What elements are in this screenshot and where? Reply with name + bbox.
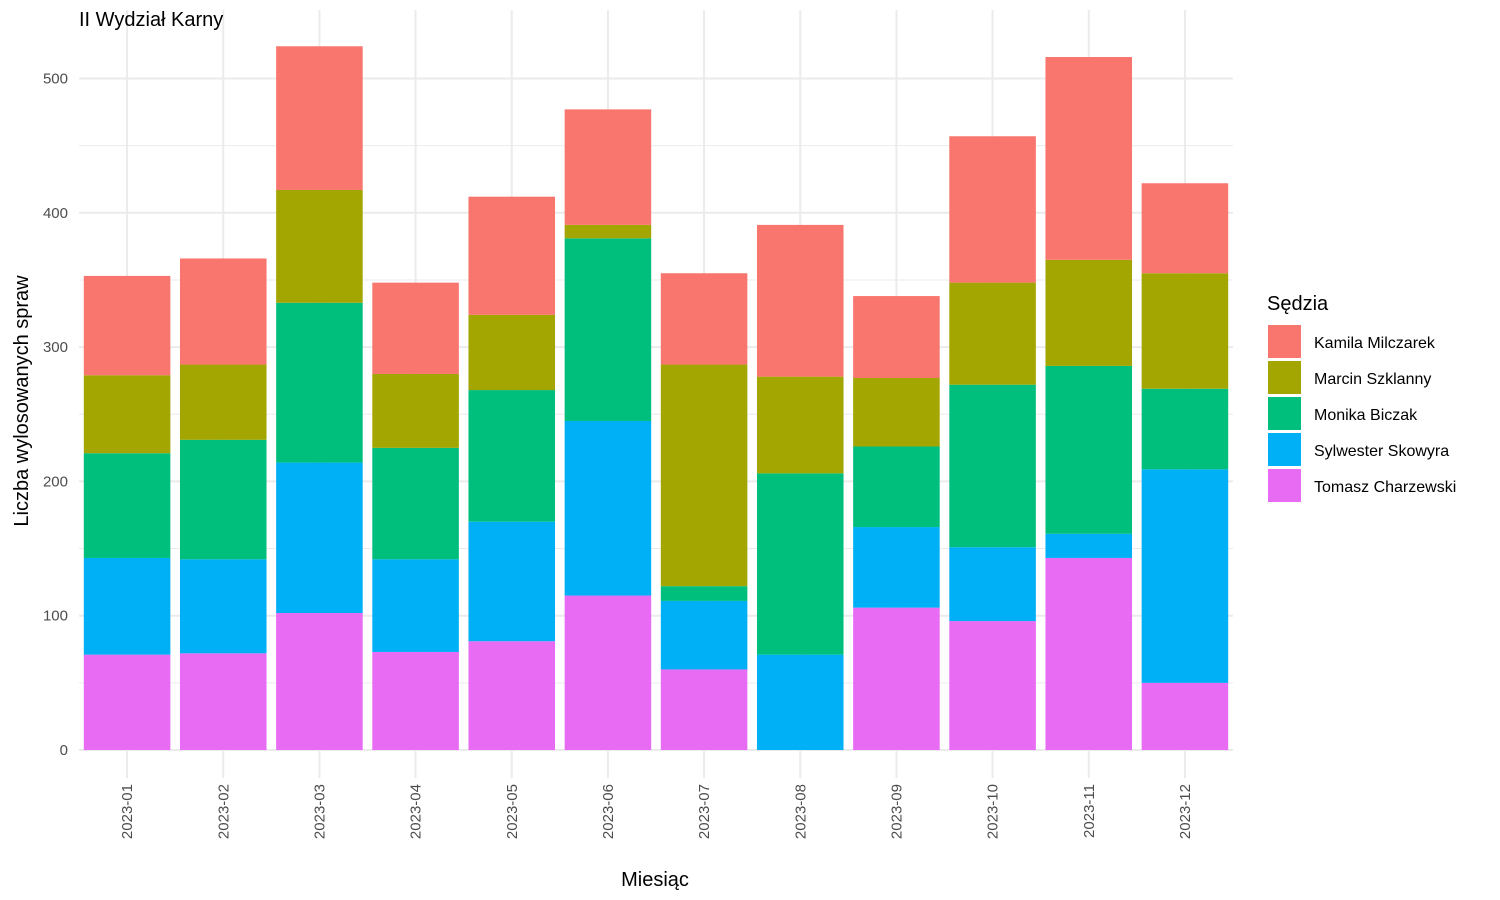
x-tick-label: 2023-02 (215, 784, 232, 839)
chart-title: II Wydział Karny (79, 9, 223, 31)
x-tick-label: 2023-09 (888, 784, 905, 839)
legend-key (1268, 361, 1301, 394)
bar-segment (276, 462, 363, 614)
x-axis-title: Miesiąc (621, 869, 689, 891)
bar-segment (756, 473, 844, 655)
bar-segment (179, 258, 267, 365)
legend-label: Sylwester Skowyra (1314, 443, 1449, 460)
bar-segment (372, 559, 459, 652)
legend: Sędzia Kamila Milczarek Marcin Szklanny Mo… (1267, 293, 1456, 502)
bar-segment (853, 527, 940, 608)
y-tick-label: 0 (60, 742, 68, 759)
bar-segment (468, 641, 556, 750)
bar-segment (1141, 273, 1229, 389)
bar-segment (83, 453, 171, 558)
bar-segment (853, 296, 940, 378)
bar-segment (468, 521, 556, 642)
bar-segment (468, 314, 556, 391)
bar-segment (372, 447, 459, 560)
bar-segment (1141, 183, 1229, 274)
bar-segment (564, 595, 652, 750)
legend-title: Sędzia (1267, 293, 1329, 315)
bar-segment (372, 282, 459, 374)
bar-segment (179, 439, 267, 560)
bar-segment (372, 651, 459, 750)
bar-segment (1045, 533, 1133, 558)
legend-label: Marcin Szklanny (1314, 371, 1431, 388)
bar-segment (853, 446, 940, 528)
bar-segment (949, 547, 1036, 622)
bar-segment (564, 109, 652, 225)
y-tick-label: 100 (43, 608, 68, 625)
bar-segment (949, 384, 1036, 548)
legend-label: Tomasz Charzewski (1314, 479, 1456, 496)
bar-segment (660, 586, 748, 601)
bar-segment (1141, 682, 1229, 750)
bar-segment (276, 302, 363, 463)
bar-segment (1141, 388, 1229, 470)
x-tick-label: 2023-07 (696, 784, 713, 839)
bar-segment (179, 364, 267, 440)
x-tick-label: 2023-12 (1177, 784, 1194, 839)
x-tick-label: 2023-04 (408, 784, 425, 839)
legend-label: Monika Biczak (1314, 407, 1418, 424)
bar-segment (756, 376, 844, 474)
bar-segment (179, 559, 267, 654)
y-tick-label: 500 (43, 71, 68, 88)
bar-segment (564, 238, 652, 421)
bar-segment (949, 621, 1036, 750)
x-axis-ticks: 2023-01 2023-02 2023-03 2023-04 2023-05 2023-… (119, 784, 1194, 839)
bar-segment (276, 613, 363, 750)
bar-segment (276, 46, 363, 190)
bar-segment (468, 196, 556, 315)
y-tick-label: 400 (43, 205, 68, 222)
y-axis-ticks: 0 100 200 300 400 500 (43, 71, 68, 760)
bar-segment (468, 390, 556, 522)
legend-key (1268, 469, 1301, 502)
bar-segment (853, 377, 940, 447)
bar-segment (276, 189, 363, 303)
bars (83, 46, 1229, 750)
bar-segment (660, 364, 748, 587)
bar-segment (756, 654, 844, 750)
legend-key (1268, 325, 1301, 358)
y-tick-label: 200 (43, 473, 68, 490)
bar-segment (660, 669, 748, 750)
bar-segment (949, 282, 1036, 385)
bar-segment (1045, 365, 1133, 534)
x-tick-label: 2023-08 (792, 784, 809, 839)
bar-segment (1141, 469, 1229, 683)
bar-segment (949, 136, 1036, 283)
bar-segment (660, 273, 748, 365)
bar-segment (1045, 557, 1133, 750)
y-axis-title: Liczba wylosowanych spraw (11, 275, 33, 527)
x-tick-label: 2023-11 (1081, 784, 1098, 838)
bar-segment (1045, 259, 1133, 366)
bar-segment (83, 557, 171, 655)
bar-segment (853, 607, 940, 750)
bar-segment (660, 600, 748, 670)
legend-label: Kamila Milczarek (1314, 335, 1436, 352)
x-tick-label: 2023-06 (600, 784, 617, 839)
bar-segment (564, 420, 652, 596)
legend-key (1268, 397, 1301, 430)
legend-key (1268, 433, 1301, 466)
bar-segment (83, 375, 171, 454)
x-tick-label: 2023-01 (119, 784, 136, 839)
y-tick-label: 300 (43, 339, 68, 356)
bar-segment (756, 224, 844, 377)
bar-segment (179, 653, 267, 750)
x-tick-label: 2023-05 (504, 784, 521, 839)
bar-segment (564, 224, 652, 239)
bar-segment (83, 275, 171, 376)
bar-segment (372, 373, 459, 448)
bar-segment (1045, 57, 1133, 260)
x-tick-label: 2023-03 (311, 784, 328, 839)
x-tick-label: 2023-10 (985, 784, 1002, 839)
bar-segment (83, 654, 171, 750)
